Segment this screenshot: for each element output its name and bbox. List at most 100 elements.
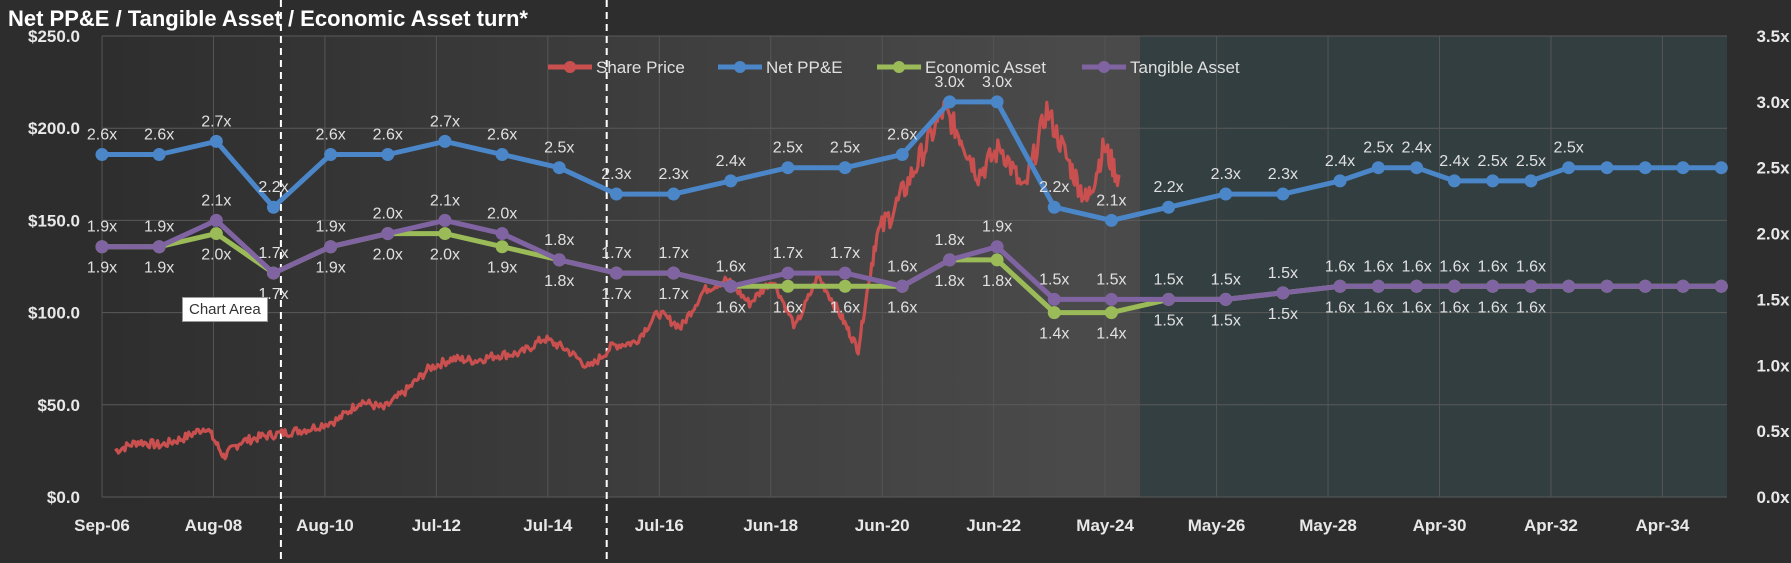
net-pp-e-point (1562, 161, 1576, 175)
net-pp-e-point (895, 148, 909, 162)
y-right-tick-label: 3.5x (1756, 27, 1790, 46)
economic-asset-data-label: 1.9x (144, 260, 174, 277)
net-pp-e-data-label: 2.5x (830, 140, 860, 157)
net-pp-e-point (1714, 161, 1728, 175)
economic-asset-point (990, 253, 1004, 267)
tangible-asset-data-label: 1.9x (982, 219, 1012, 236)
net-pp-e-point (1276, 187, 1290, 201)
chart-area-tooltip: Chart Area (182, 297, 268, 322)
y-right-tick-label: 0.0x (1756, 488, 1790, 507)
x-tick-label: Jun-22 (966, 516, 1021, 535)
tangible-asset-point (381, 227, 395, 241)
net-pp-e-data-label: 2.2x (1039, 179, 1069, 196)
tangible-asset-point (1371, 279, 1385, 293)
economic-asset-data-label: 1.8x (544, 273, 574, 290)
legend-label-net-pp-e: Net PP&E (766, 58, 843, 77)
net-pp-e-data-label: 2.7x (430, 113, 460, 130)
economic-asset-data-label: 1.9x (487, 260, 517, 277)
tangible-asset-data-label: 1.5x (1096, 271, 1126, 288)
tangible-asset-point (552, 253, 566, 267)
tangible-asset-point (943, 253, 957, 267)
tangible-asset-point (95, 240, 109, 254)
tangible-asset-point (1410, 279, 1424, 293)
economic-asset-data-label: 1.6x (773, 299, 803, 316)
tangible-asset-data-label: 1.6x (1516, 258, 1546, 275)
tangible-asset-data-label: 1.8x (544, 232, 574, 249)
economic-asset-data-label: 1.6x (1363, 299, 1393, 316)
economic-asset-data-label: 1.7x (658, 286, 688, 303)
tangible-asset-data-label: 2.1x (201, 192, 231, 209)
net-pp-e-data-label: 2.6x (316, 127, 346, 144)
forecast-region (1139, 36, 1727, 497)
legend-marker-economic-asset (893, 61, 905, 73)
share-price-line (114, 100, 1121, 461)
net-pp-e-point (724, 174, 738, 188)
net-pp-e-data-label: 2.5x (1554, 140, 1584, 157)
net-pp-e-data-label: 2.6x (487, 127, 517, 144)
tangible-asset-point (1600, 279, 1614, 293)
economic-asset-point (781, 279, 795, 293)
net-pp-e-point (495, 148, 509, 162)
legend-label-share-price: Share Price (596, 58, 685, 77)
tangible-asset-point (781, 266, 795, 280)
x-tick-label: May-24 (1076, 516, 1134, 535)
net-pp-e-point (1371, 161, 1385, 175)
tangible-asset-point (667, 266, 681, 280)
net-pp-e-point (943, 95, 957, 109)
net-pp-e-point (1047, 200, 1061, 214)
tangible-asset-point (990, 240, 1004, 254)
tangible-asset-point (1276, 286, 1290, 300)
y-right-tick-label: 1.0x (1756, 356, 1790, 375)
y-right-tick-label: 3.0x (1756, 93, 1790, 112)
tangible-asset-point (1162, 292, 1176, 306)
net-pp-e-point (95, 148, 109, 162)
net-pp-e-data-label: 2.4x (1439, 153, 1469, 170)
tangible-asset-data-label: 1.7x (773, 245, 803, 262)
economic-asset-data-label: 1.6x (1478, 299, 1508, 316)
net-pp-e-data-label: 2.2x (258, 179, 288, 196)
net-pp-e-data-label: 2.6x (144, 127, 174, 144)
economic-asset-point (495, 240, 509, 254)
legend-marker-tangible-asset (1098, 61, 1110, 73)
tangible-asset-data-label: 1.6x (1439, 258, 1469, 275)
net-pp-e-data-label: 2.3x (601, 166, 631, 183)
net-pp-e-point (209, 134, 223, 148)
net-pp-e-point (838, 161, 852, 175)
net-pp-e-point (1486, 174, 1500, 188)
net-pp-e-data-label: 2.5x (1478, 153, 1508, 170)
net-pp-e-data-label: 2.3x (1211, 166, 1241, 183)
net-pp-e-data-label: 2.5x (1363, 140, 1393, 157)
tangible-asset-point (266, 266, 280, 280)
tangible-asset-data-label: 1.6x (1478, 258, 1508, 275)
y-left-tick-label: $100.0 (28, 304, 80, 323)
tangible-asset-data-label: 1.7x (258, 245, 288, 262)
tangible-asset-point (1047, 292, 1061, 306)
net-pp-e-point (781, 161, 795, 175)
net-pp-e-point (1524, 174, 1538, 188)
tangible-asset-data-label: 1.6x (1402, 258, 1432, 275)
net-pp-e-point (1676, 161, 1690, 175)
tangible-asset-data-label: 1.6x (887, 258, 917, 275)
y-right-tick-label: 0.5x (1756, 422, 1790, 441)
economic-asset-data-label: 1.8x (935, 273, 965, 290)
x-tick-label: Jun-20 (855, 516, 910, 535)
net-pp-e-data-label: 2.4x (716, 153, 746, 170)
tangible-asset-point (609, 266, 623, 280)
y-right-tick-label: 2.5x (1756, 159, 1790, 178)
net-pp-e-data-label: 2.5x (544, 140, 574, 157)
economic-asset-data-label: 1.9x (87, 260, 117, 277)
economic-asset-point (438, 227, 452, 241)
tangible-asset-point (1104, 292, 1118, 306)
economic-asset-data-label: 2.0x (430, 247, 460, 264)
tangible-asset-data-label: 1.6x (716, 258, 746, 275)
x-tick-label: Jun-18 (743, 516, 798, 535)
net-pp-e-point (1447, 174, 1461, 188)
tangible-asset-point (1333, 279, 1347, 293)
tangible-asset-data-label: 1.9x (144, 219, 174, 236)
net-pp-e-point (1104, 213, 1118, 227)
tangible-asset-point (1447, 279, 1461, 293)
tangible-asset-point (1638, 279, 1652, 293)
net-pp-e-data-label: 2.6x (87, 127, 117, 144)
x-tick-label: Jul-12 (412, 516, 461, 535)
